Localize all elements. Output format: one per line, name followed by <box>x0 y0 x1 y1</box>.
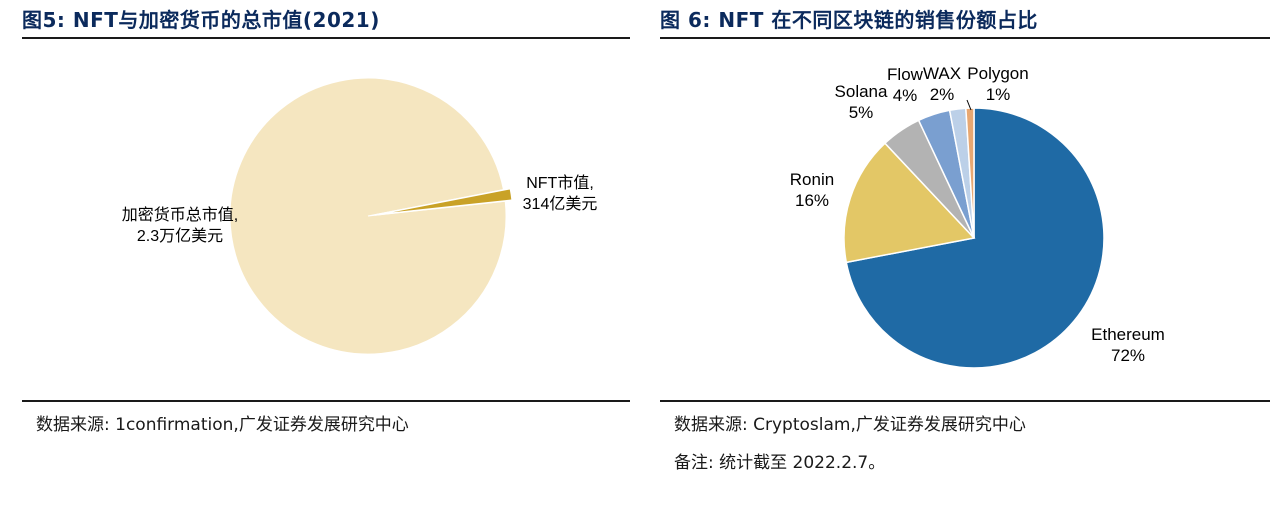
label-wax-line-0: WAX <box>923 64 961 83</box>
figure-6-top-rule <box>660 37 1270 39</box>
label-polygon-line-1: 1% <box>986 85 1011 104</box>
figure-6-panel: 图 6: NFT 在不同区块链的销售份额占比 Ethereum 72% Ronin 1… <box>660 0 1270 510</box>
label-ronin-line-1: 16% <box>795 191 829 210</box>
label-flow-line-1: 4% <box>893 86 918 105</box>
label-nft-market-cap-line-1: 314亿美元 <box>523 195 598 213</box>
label-nft-market-cap-line-0: NFT市值, <box>526 174 594 192</box>
figure-5-bottom-rule <box>22 400 630 402</box>
figure-6-source-note: 数据来源: Cryptoslam,广发证券发展研究中心 <box>674 415 1026 435</box>
label-solana-line-1: 5% <box>849 103 874 122</box>
figure-6-pie-chart: Ethereum 72% Ronin 16% Solana 5% Flow 4% WAX 2% Po… <box>790 64 1165 369</box>
label-ethereum-line-1: 72% <box>1111 346 1145 365</box>
label-ethereum-line-0: Ethereum <box>1091 325 1165 344</box>
label-solana-line-0: Solana <box>835 82 888 101</box>
figure-5-top-rule <box>22 37 630 39</box>
label-crypto-market-cap-line-0: 加密货币总市值, <box>122 206 238 224</box>
pie-slice-nft-market-cap <box>374 187 513 216</box>
figure-6-title: 图 6: NFT 在不同区块链的销售份额占比 <box>660 8 1038 32</box>
label-ronin-line-0: Ronin <box>790 170 834 189</box>
label-polygon-line-0: Polygon <box>967 64 1028 83</box>
figure-5-title: 图5: NFT与加密货币的总市值(2021) <box>22 8 380 32</box>
pie-slice-crypto-market-cap <box>229 77 507 355</box>
pie-slice-ethereum <box>845 107 1105 369</box>
label-crypto-market-cap-line-1: 2.3万亿美元 <box>137 227 223 245</box>
label-flow-line-0: Flow <box>887 65 924 84</box>
figure-5-source-note: 数据来源: 1confirmation,广发证券发展研究中心 <box>36 415 409 435</box>
figure-6-remark: 备注: 统计截至 2022.2.7。 <box>674 453 886 473</box>
label-wax-line-1: 2% <box>930 85 955 104</box>
figure-5-panel: 图5: NFT与加密货币的总市值(2021) 加密货币总市值, 2.3万亿美元 NF… <box>22 0 630 510</box>
leader-line-polygon <box>966 99 972 111</box>
pie-slice-ronin <box>843 142 976 264</box>
figure-6-bottom-rule <box>660 400 1270 402</box>
figure-5-pie-chart: 加密货币总市值, 2.3万亿美元 NFT市值, 314亿美元 <box>122 77 598 355</box>
